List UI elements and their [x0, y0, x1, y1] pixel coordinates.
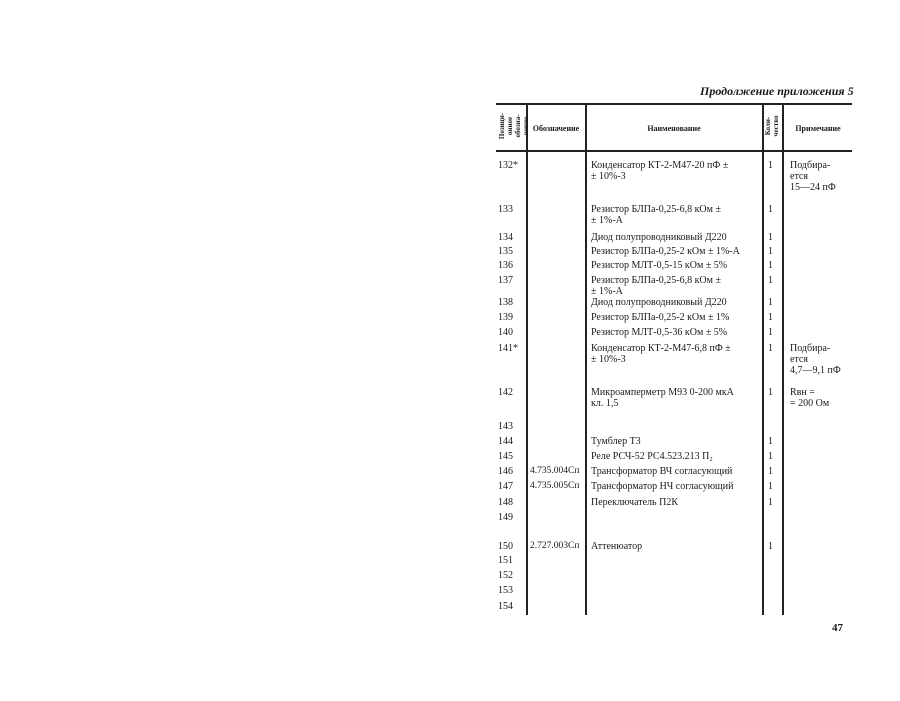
- quantity-cell: 1: [768, 232, 773, 243]
- quantity-cell: 1: [768, 246, 773, 257]
- page-number: 47: [832, 622, 843, 634]
- position-cell: 140: [498, 327, 513, 338]
- position-cell: 143: [498, 421, 513, 432]
- name-cell: Трансформатор НЧ согласующий: [591, 481, 734, 492]
- position-cell: 141*: [498, 343, 518, 354]
- position-cell: 151: [498, 555, 513, 566]
- name-cell: Конденсатор КТ-2-М47-20 пФ ± ± 10%-3: [591, 160, 729, 182]
- position-cell: 132*: [498, 160, 518, 171]
- quantity-cell: 1: [768, 451, 773, 462]
- header-bottom-rule: [496, 150, 852, 152]
- name-cell: Реле РСЧ-52 РС4.523.213 П₂: [591, 451, 713, 462]
- name-cell: Резистор БЛПа-0,25-6,8 кОм ± ± 1%-А: [591, 204, 721, 226]
- name-cell: Микроамперметр М93 0-200 мкА кл. 1,5: [591, 387, 734, 409]
- quantity-cell: 1: [768, 436, 773, 447]
- position-cell: 146: [498, 466, 513, 477]
- note-cell: Rвн = = 200 Ом: [790, 387, 830, 409]
- position-cell: 153: [498, 585, 513, 596]
- quantity-cell: 1: [768, 387, 773, 398]
- position-cell: 138: [498, 297, 513, 308]
- name-cell: Аттенюатор: [591, 541, 643, 552]
- quantity-cell: 1: [768, 497, 773, 508]
- position-cell: 133: [498, 204, 513, 215]
- column-divider: [762, 103, 764, 615]
- quantity-cell: 1: [768, 160, 773, 171]
- name-cell: Трансформатор ВЧ согласующий: [591, 466, 733, 477]
- quantity-cell: 1: [768, 260, 773, 271]
- designation-cell: 2.727.003Сп: [530, 541, 580, 551]
- header-quantity: Коли- чество: [764, 115, 780, 137]
- column-divider: [526, 103, 528, 615]
- name-cell: Резистор БЛПа-0,25-2 кОм ± 1%: [591, 312, 730, 323]
- position-cell: 135: [498, 246, 513, 257]
- quantity-cell: 1: [768, 481, 773, 492]
- note-cell: Подбира- ется 4,7—9,1 пФ: [790, 343, 841, 376]
- position-cell: 137: [498, 275, 513, 286]
- name-cell: Резистор БЛПа-0,25-2 кОм ± 1%-А: [591, 246, 740, 257]
- name-cell: Резистор МЛТ-0,5-36 кОм ± 5%: [591, 327, 728, 338]
- position-cell: 134: [498, 232, 513, 243]
- position-cell: 147: [498, 481, 513, 492]
- name-cell: Диод полупроводниковый Д220: [591, 232, 727, 243]
- name-cell: Диод полупроводниковый Д220: [591, 297, 727, 308]
- name-cell: Резистор МЛТ-0,5-15 кОм ± 5%: [591, 260, 728, 271]
- name-cell: Резистор БЛПа-0,25-6,8 кОм ± ± 1%-А: [591, 275, 721, 297]
- position-cell: 139: [498, 312, 513, 323]
- column-divider: [782, 103, 784, 615]
- quantity-cell: 1: [768, 541, 773, 552]
- column-divider: [585, 103, 587, 615]
- name-cell: Тумблер Т3: [591, 436, 641, 447]
- position-cell: 136: [498, 260, 513, 271]
- quantity-cell: 1: [768, 343, 773, 354]
- position-cell: 142: [498, 387, 513, 398]
- quantity-cell: 1: [768, 297, 773, 308]
- designation-cell: 4.735.005Сп: [530, 481, 580, 491]
- note-cell: Подбира- ется 15—24 пФ: [790, 160, 836, 193]
- header-note: Примечание: [795, 124, 841, 133]
- header-designation: Обозначение: [532, 124, 580, 133]
- position-cell: 145: [498, 451, 513, 462]
- quantity-cell: 1: [768, 327, 773, 338]
- position-cell: 148: [498, 497, 513, 508]
- quantity-cell: 1: [768, 275, 773, 286]
- position-cell: 149: [498, 512, 513, 523]
- designation-cell: 4.735.004Сп: [530, 466, 580, 476]
- table-top-rule: [496, 103, 852, 105]
- position-cell: 150: [498, 541, 513, 552]
- header-position: Позици- онное обозна- чение: [498, 112, 530, 140]
- position-cell: 144: [498, 436, 513, 447]
- position-cell: 152: [498, 570, 513, 581]
- header-name: Наименование: [647, 124, 701, 133]
- quantity-cell: 1: [768, 466, 773, 477]
- quantity-cell: 1: [768, 204, 773, 215]
- running-head: Продолжение приложения 5: [700, 84, 854, 98]
- name-cell: Конденсатор КТ-2-М47-6,8 пФ ± ± 10%-3: [591, 343, 731, 365]
- position-cell: 154: [498, 601, 513, 612]
- quantity-cell: 1: [768, 312, 773, 323]
- name-cell: Переключатель П2К: [591, 497, 678, 508]
